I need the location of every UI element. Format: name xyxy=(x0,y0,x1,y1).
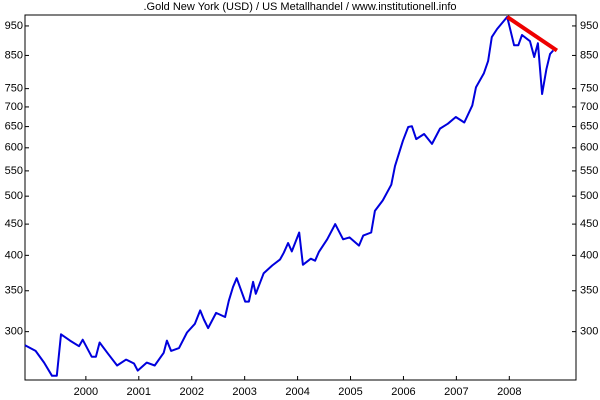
y2-tick-label: 650 xyxy=(580,120,598,132)
y2-tick-label: 700 xyxy=(580,101,598,113)
y2-tick-label: 300 xyxy=(580,326,598,338)
y-tick-label: 550 xyxy=(5,165,23,177)
y-tick-label: 500 xyxy=(5,190,23,202)
y2-tick-label: 550 xyxy=(580,165,598,177)
y2-tick-label: 500 xyxy=(580,190,598,202)
x-tick-label: 2001 xyxy=(127,386,151,398)
y-tick-label: 300 xyxy=(5,326,23,338)
y2-tick-label: 600 xyxy=(580,142,598,154)
y2-tick-label: 750 xyxy=(580,83,598,95)
y-tick-label: 650 xyxy=(5,120,23,132)
x-tick-label: 2002 xyxy=(179,386,203,398)
x-tick-label: 2008 xyxy=(497,386,521,398)
y-tick-label: 700 xyxy=(5,101,23,113)
x-tick-label: 2003 xyxy=(232,386,256,398)
price-line xyxy=(24,15,554,377)
y-tick-label: 400 xyxy=(5,249,23,261)
y2-tick-label: 400 xyxy=(580,249,598,261)
y2-tick-label: 450 xyxy=(580,218,598,230)
y-tick-label: 600 xyxy=(5,142,23,154)
trend-line xyxy=(506,15,559,53)
y-tick-label: 450 xyxy=(5,218,23,230)
y-tick-label: 850 xyxy=(5,49,23,61)
x-tick-label: 2007 xyxy=(444,386,468,398)
y-tick-label: 950 xyxy=(5,20,23,32)
y-tick-label: 750 xyxy=(5,83,23,95)
y2-tick-label: 850 xyxy=(580,49,598,61)
x-tick-label: 2000 xyxy=(74,386,98,398)
x-tick-label: 2005 xyxy=(338,386,362,398)
y2-tick-label: 350 xyxy=(580,285,598,297)
x-tick-label: 2006 xyxy=(391,386,415,398)
y-tick-label: 350 xyxy=(5,285,23,297)
chart-title: .Gold New York (USD) / US Metallhandel /… xyxy=(143,1,456,13)
plot-frame xyxy=(24,14,577,381)
x-tick-label: 2004 xyxy=(285,386,309,398)
y2-tick-label: 950 xyxy=(580,20,598,32)
